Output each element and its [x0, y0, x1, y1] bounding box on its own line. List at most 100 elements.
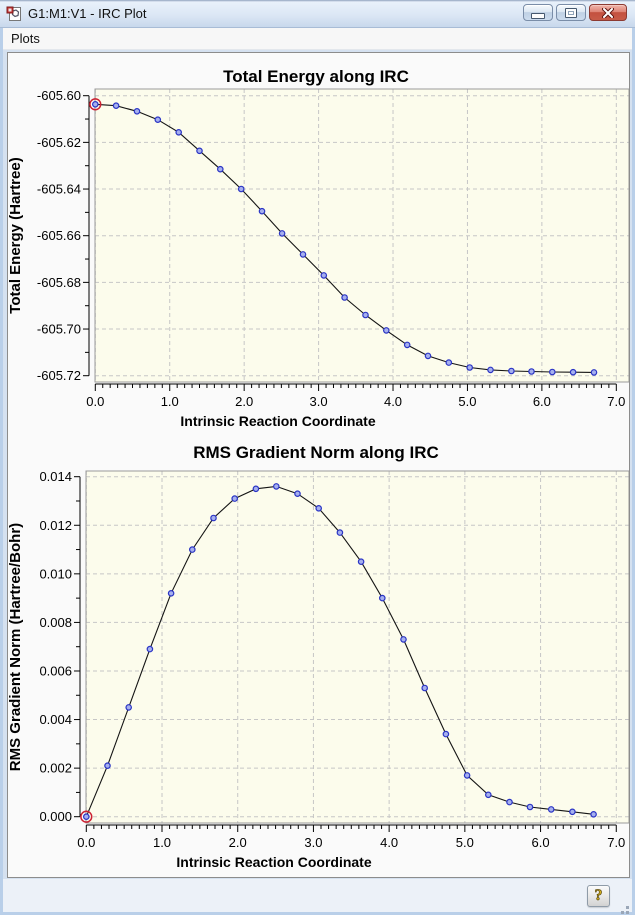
status-bar: ?: [3, 879, 632, 912]
minimize-button[interactable]: [523, 4, 553, 21]
resize-grip[interactable]: [626, 906, 629, 909]
selected-point-ring: [89, 98, 102, 111]
close-icon: [602, 7, 614, 18]
svg-text:2.0: 2.0: [235, 394, 253, 409]
data-point[interactable]: [210, 514, 217, 522]
svg-text:-605.64: -605.64: [37, 182, 81, 197]
maximize-button[interactable]: [556, 4, 586, 21]
data-point[interactable]: [378, 594, 386, 602]
data-point[interactable]: [231, 495, 239, 502]
svg-text:3.0: 3.0: [310, 394, 328, 409]
data-point[interactable]: [92, 100, 99, 108]
data-point[interactable]: [466, 364, 474, 371]
data-point[interactable]: [463, 772, 471, 779]
svg-text:1.0: 1.0: [161, 394, 179, 409]
svg-text:-605.60: -605.60: [37, 88, 81, 103]
data-point[interactable]: [487, 366, 494, 374]
data-point[interactable]: [548, 368, 556, 376]
data-point[interactable]: [175, 129, 183, 136]
svg-text:0.010: 0.010: [39, 566, 72, 581]
data-point[interactable]: [362, 311, 369, 319]
data-point[interactable]: [341, 294, 348, 301]
menu-plots[interactable]: Plots: [11, 31, 40, 46]
total-energy-svg: 0.0 1.0 2.0 3.0 4.0 5.0 6.0 7.0 Intrinsic Reacti…: [8, 67, 629, 429]
data-point[interactable]: [357, 558, 365, 566]
data-point[interactable]: [508, 367, 515, 375]
data-point[interactable]: [569, 368, 577, 376]
maximize-icon: [565, 7, 577, 18]
data-point[interactable]: [320, 272, 328, 279]
data-point[interactable]: [442, 730, 450, 738]
title-bar[interactable]: G1:M1:V1 - IRC Plot: [0, 0, 635, 28]
data-point[interactable]: [569, 808, 576, 816]
svg-text:Intrinsic Reaction Coordinate: Intrinsic Reaction Coordinate: [180, 413, 375, 429]
data-point[interactable]: [189, 546, 196, 553]
data-point[interactable]: [382, 327, 390, 334]
svg-text:3.0: 3.0: [304, 835, 322, 850]
svg-text:1.0: 1.0: [153, 835, 171, 850]
menu-bar: Plots: [3, 28, 632, 50]
data-point[interactable]: [590, 369, 598, 376]
svg-text:5.0: 5.0: [456, 835, 474, 850]
data-point[interactable]: [258, 207, 266, 215]
data-point[interactable]: [237, 185, 245, 193]
svg-text:0.006: 0.006: [39, 663, 72, 678]
data-point[interactable]: [445, 359, 453, 366]
data-point[interactable]: [154, 116, 162, 123]
selected-point-ring: [80, 810, 93, 823]
data-point[interactable]: [424, 352, 432, 360]
data-point[interactable]: [146, 645, 154, 653]
svg-text:5.0: 5.0: [458, 394, 476, 409]
total-energy-chart[interactable]: 0.0 1.0 2.0 3.0 4.0 5.0 6.0 7.0 Intrinsic Reacti…: [8, 53, 629, 433]
rms-gradient-chart[interactable]: 0.0 1.0 2.0 3.0 4.0 5.0 6.0 7.0 Intrinsic Reacti…: [8, 433, 629, 874]
data-point[interactable]: [278, 230, 286, 237]
data-point[interactable]: [112, 102, 120, 110]
data-point[interactable]: [506, 798, 513, 806]
svg-text:-605.70: -605.70: [37, 322, 81, 337]
data-point[interactable]: [528, 368, 535, 375]
data-point[interactable]: [403, 341, 411, 349]
svg-text:0.000: 0.000: [39, 809, 72, 824]
data-point[interactable]: [547, 806, 555, 813]
app-icon: [6, 6, 22, 22]
svg-text:0.014: 0.014: [39, 469, 72, 484]
rms-gradient-svg: 0.0 1.0 2.0 3.0 4.0 5.0 6.0 7.0 Intrinsic Reacti…: [8, 443, 629, 870]
svg-text:RMS Gradient Norm (Hartree/Boh: RMS Gradient Norm (Hartree/Bohr): [8, 523, 24, 771]
svg-text:0.002: 0.002: [39, 761, 72, 776]
data-point[interactable]: [196, 147, 203, 155]
data-point[interactable]: [336, 529, 344, 536]
data-point[interactable]: [83, 813, 90, 821]
data-point[interactable]: [133, 107, 141, 115]
data-point[interactable]: [590, 810, 597, 818]
data-point[interactable]: [167, 590, 175, 597]
svg-text:0.0: 0.0: [86, 394, 104, 409]
data-point[interactable]: [217, 165, 224, 173]
data-point[interactable]: [299, 251, 307, 258]
data-point[interactable]: [125, 704, 133, 711]
data-point[interactable]: [294, 490, 301, 498]
svg-text:0.0: 0.0: [77, 835, 95, 850]
svg-text:-605.72: -605.72: [37, 368, 81, 383]
svg-text:4.0: 4.0: [380, 835, 398, 850]
client-area: 0.0 1.0 2.0 3.0 4.0 5.0 6.0 7.0 Intrinsic Reacti…: [3, 50, 632, 879]
svg-text:0.008: 0.008: [39, 615, 72, 630]
data-point[interactable]: [104, 762, 111, 770]
help-button[interactable]: ?: [587, 885, 610, 907]
svg-text:-605.66: -605.66: [37, 228, 81, 243]
data-point[interactable]: [421, 684, 429, 692]
data-point[interactable]: [272, 483, 280, 490]
data-point[interactable]: [526, 803, 534, 811]
data-point[interactable]: [400, 636, 407, 643]
svg-text:Total Energy along IRC: Total Energy along IRC: [223, 67, 409, 86]
svg-text:RMS Gradient Norm along IRC: RMS Gradient Norm along IRC: [193, 443, 439, 462]
data-point[interactable]: [315, 505, 323, 512]
data-point[interactable]: [484, 791, 492, 799]
svg-text:-605.68: -605.68: [37, 275, 81, 290]
svg-text:6.0: 6.0: [532, 835, 550, 850]
window-title: G1:M1:V1 - IRC Plot: [28, 6, 147, 21]
window-controls: [523, 4, 627, 21]
close-button[interactable]: [589, 4, 627, 21]
data-point[interactable]: [252, 485, 260, 493]
svg-text:4.0: 4.0: [384, 394, 402, 409]
